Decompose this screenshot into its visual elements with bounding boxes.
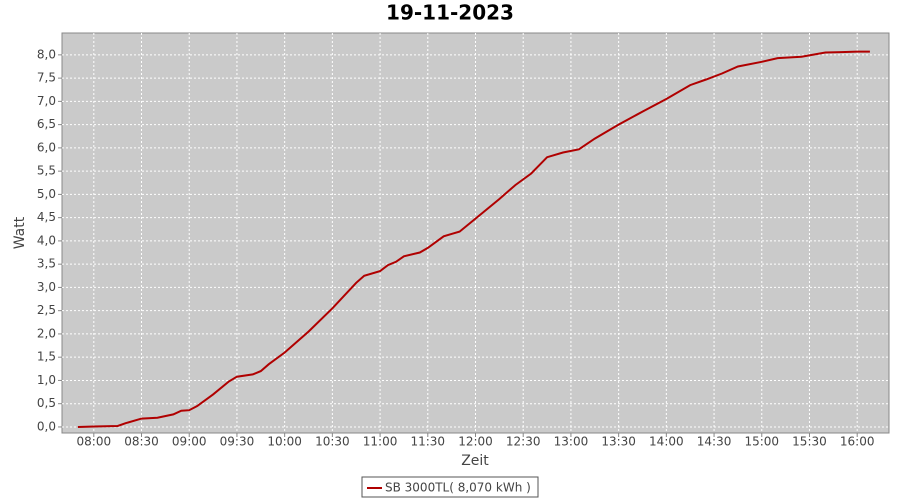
y-tick-label: 1,5 [37, 350, 56, 364]
y-tick-label: 0,0 [37, 419, 56, 433]
y-tick-label: 2,5 [37, 303, 56, 317]
y-tick-label: 6,0 [37, 140, 56, 154]
x-tick-label: 12:00 [458, 435, 493, 449]
x-tick-label: 14:00 [649, 435, 684, 449]
y-tick-label: 7,0 [37, 94, 56, 108]
x-axis-label: Zeit [461, 453, 489, 469]
x-tick-label: 13:30 [601, 435, 636, 449]
x-tick-label: 09:00 [172, 435, 207, 449]
chart-title: 19-11-2023 [386, 1, 514, 25]
x-tick-label: 11:00 [363, 435, 398, 449]
x-tick-label: 08:00 [77, 435, 112, 449]
y-tick-label: 3,5 [37, 257, 56, 271]
x-tick-label: 15:30 [792, 435, 827, 449]
x-tick-label: 16:00 [840, 435, 875, 449]
y-tick-label: 7,5 [37, 71, 56, 85]
legend [361, 476, 539, 498]
x-tick-label: 15:00 [744, 435, 779, 449]
y-axis-label: Watt [12, 216, 28, 249]
x-tick-label: 10:30 [315, 435, 350, 449]
y-tick-label: 8,0 [37, 47, 56, 61]
y-tick-label: 4,0 [37, 233, 56, 247]
x-tick-label: 08:30 [124, 435, 159, 449]
y-tick-label: 5,5 [37, 164, 56, 178]
y-tick-label: 1,0 [37, 373, 56, 387]
x-tick-label: 14:30 [697, 435, 732, 449]
y-tick-label: 6,5 [37, 117, 56, 131]
y-tick-label: 2,0 [37, 326, 56, 340]
y-tick-label: 5,0 [37, 187, 56, 201]
legend-label: SB 3000TL( 8,070 kWh ) [385, 481, 531, 495]
y-tick-label: 3,0 [37, 280, 56, 294]
x-tick-label: 09:30 [220, 435, 255, 449]
y-tick-label: 4,5 [37, 210, 56, 224]
x-tick-label: 13:00 [554, 435, 589, 449]
line [77, 50, 870, 428]
x-tick-label: 11:30 [410, 435, 445, 449]
x-tick-label: 12:30 [506, 435, 541, 449]
y-tick-label: 0,5 [37, 396, 56, 410]
x-tick-label: 10:00 [267, 435, 302, 449]
